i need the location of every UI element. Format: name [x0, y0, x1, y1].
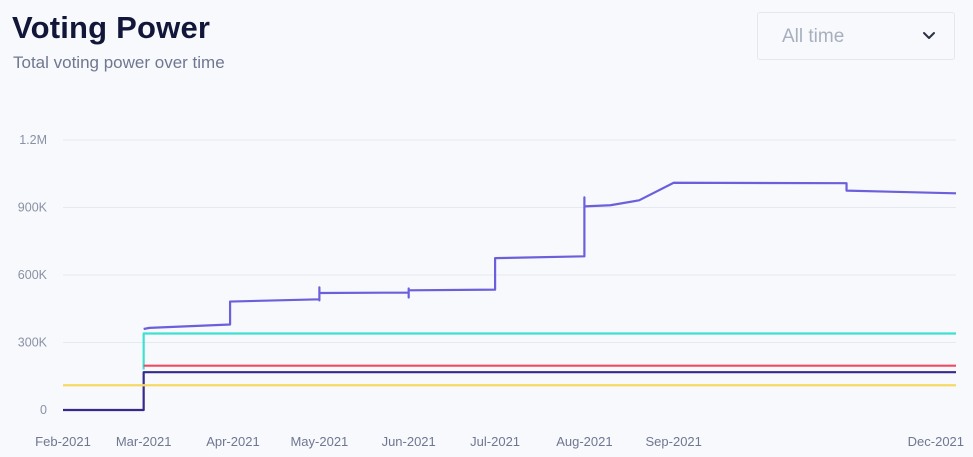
y-tick-label: 600K [18, 268, 48, 282]
x-tick-label: Jul-2021 [470, 434, 520, 449]
page-title: Voting Power [12, 10, 211, 45]
x-tick-label: Mar-2021 [116, 434, 172, 449]
x-tick-label: Sep-2021 [646, 434, 702, 449]
series-lines [63, 181, 957, 412]
x-tick-label: Feb-2021 [35, 434, 91, 449]
x-axis-ticks: Feb-2021 Mar-2021 Apr-2021 May-2021 Jun-2021… [35, 434, 964, 449]
x-tick-label: May-2021 [290, 434, 348, 449]
y-tick-label: 1.2M [19, 133, 47, 147]
time-range-value: All time [782, 26, 845, 47]
time-range-select[interactable]: All time [757, 12, 955, 60]
x-tick-label: Dec-2021 [908, 434, 964, 449]
y-axis-ticks: 0 300K 600K 900K 1.2M [18, 133, 48, 417]
x-tick-label: Apr-2021 [206, 434, 259, 449]
x-tick-label: Aug-2021 [556, 434, 612, 449]
y-tick-label: 900K [18, 201, 48, 215]
series-line-2 [142, 332, 956, 370]
chevron-down-icon [923, 32, 935, 39]
series-line-4 [63, 371, 956, 412]
x-tick-label: Jun-2021 [382, 434, 436, 449]
y-tick-label: 300K [18, 336, 48, 350]
y-tick-label: 0 [40, 403, 47, 417]
series-line-1 [143, 181, 957, 331]
page-subtitle: Total voting power over time [13, 53, 225, 72]
grid-lines [63, 139, 956, 343]
